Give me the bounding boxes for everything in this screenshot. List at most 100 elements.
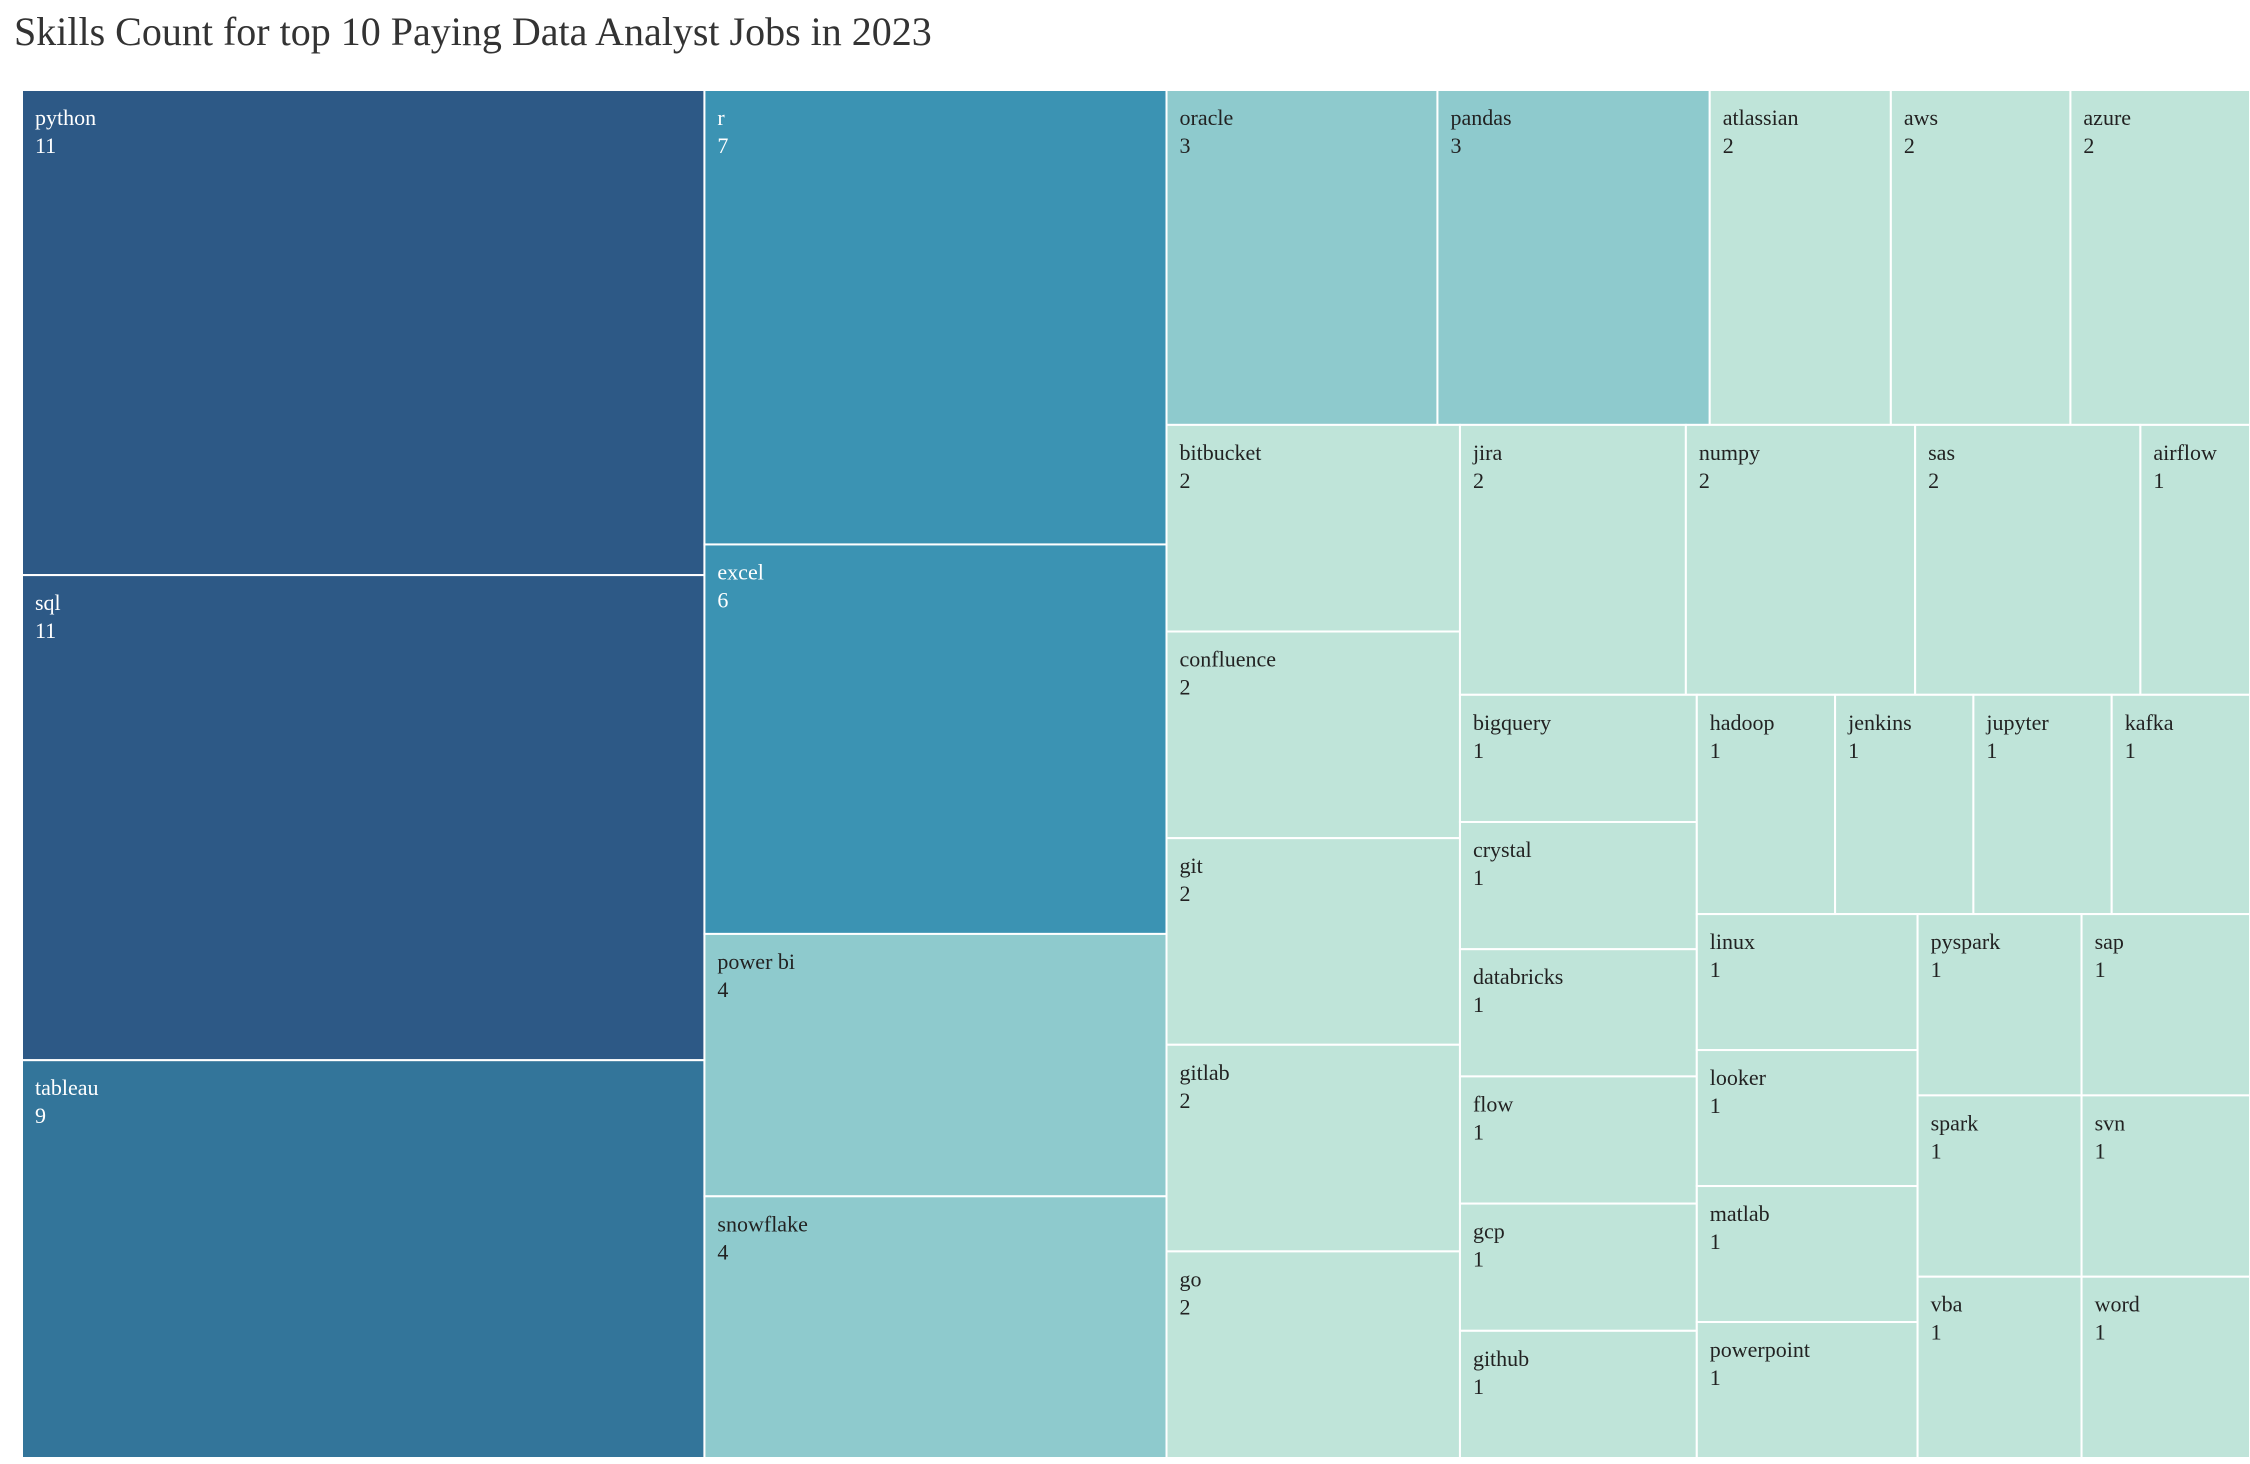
tile-rect-jenkins[interactable] [1834,693,1975,916]
tile-label-atlassian: atlassian [1723,105,1799,130]
tile-gitlab[interactable]: gitlab 2 [1165,1043,1461,1253]
tile-rect-azure[interactable] [2069,89,2250,426]
tile-jupyter[interactable]: jupyter 1 [1972,693,2113,916]
tile-atlassian[interactable]: atlassian 2 [1708,89,1892,426]
tile-excel[interactable]: excel 6 [703,543,1168,935]
tile-hadoop[interactable]: hadoop 1 [1695,693,1837,916]
tile-label-python: python [35,105,96,130]
tile-pandas[interactable]: pandas 3 [1436,89,1711,426]
tile-rect-matlab[interactable] [1695,1185,1919,1324]
tile-git[interactable]: git 2 [1165,837,1461,1046]
tile-snowflake[interactable]: snowflake 4 [703,1195,1168,1460]
tile-powerpoint[interactable]: powerpoint 1 [1695,1321,1919,1459]
tile-rect-github[interactable] [1458,1329,1698,1460]
tile-rect-flow[interactable] [1458,1075,1698,1205]
tile-rect-kafka[interactable] [2110,693,2250,916]
tile-crystal[interactable]: crystal 1 [1458,820,1698,951]
tile-rect-python[interactable] [21,89,706,577]
tile-rect-git[interactable] [1165,837,1461,1046]
tile-label-linux: linux [1710,929,1755,954]
tile-github[interactable]: github 1 [1458,1329,1698,1460]
tile-rect-pandas[interactable] [1436,89,1711,426]
tile-vba[interactable]: vba 1 [1916,1275,2083,1460]
tile-go[interactable]: go 2 [1165,1250,1461,1460]
tile-tableau[interactable]: tableau 9 [21,1059,706,1459]
tile-bigquery[interactable]: bigquery 1 [1458,693,1698,823]
tile-value-azure: 2 [2083,133,2094,158]
tile-matlab[interactable]: matlab 1 [1695,1185,1919,1324]
tile-value-gitlab: 2 [1180,1088,1191,1113]
tile-rect-gcp[interactable] [1458,1202,1698,1332]
tile-databricks[interactable]: databricks 1 [1458,948,1698,1078]
tile-rect-sql[interactable] [21,574,706,1062]
tile-rect-aws[interactable] [1889,89,2072,426]
tile-value-github: 1 [1473,1374,1484,1399]
tile-spark[interactable]: spark 1 [1916,1094,2083,1278]
tile-rect-confluence[interactable] [1165,630,1461,840]
tile-rect-jira[interactable] [1458,423,1687,696]
tile-oracle[interactable]: oracle 3 [1165,89,1439,426]
tile-rect-jupyter[interactable] [1972,693,2113,916]
tile-rect-tableau[interactable] [21,1059,706,1459]
tile-jira[interactable]: jira 2 [1458,423,1687,696]
tile-rect-word[interactable] [2080,1275,2250,1460]
tile-rect-pyspark[interactable] [1916,913,2083,1097]
tile-confluence[interactable]: confluence 2 [1165,630,1461,840]
tile-label-sql: sql [35,590,61,615]
tile-value-jupyter: 1 [1986,738,1997,763]
tile-rect-excel[interactable] [703,543,1168,935]
tile-r[interactable]: r7 [703,89,1168,546]
tile-pyspark[interactable]: pyspark 1 [1916,913,2083,1097]
tile-label-vba: vba [1931,1292,1963,1317]
tile-rect-atlassian[interactable] [1708,89,1892,426]
tile-value-bitbucket: 2 [1180,468,1191,493]
tile-value-sql: 11 [35,618,56,643]
tile-label-pandas: pandas [1450,105,1511,130]
tile-rect-numpy[interactable] [1684,423,1917,696]
tile-sap[interactable]: sap 1 [2080,913,2250,1097]
tile-rect-go[interactable] [1165,1250,1461,1460]
tile-rect-power-bi[interactable] [703,932,1168,1198]
tile-kafka[interactable]: kafka 1 [2110,693,2250,916]
tile-label-gitlab: gitlab [1180,1060,1230,1085]
tile-rect-airflow[interactable] [2139,423,2250,696]
tile-rect-spark[interactable] [1916,1094,2083,1278]
tile-aws[interactable]: aws 2 [1889,89,2072,426]
tile-label-gcp: gcp [1473,1219,1505,1244]
tile-value-pyspark: 1 [1931,957,1942,982]
tile-rect-linux[interactable] [1695,913,1919,1052]
tile-power-bi[interactable]: power bi 4 [703,932,1168,1198]
tile-rect-looker[interactable] [1695,1049,1919,1188]
tile-rect-sas[interactable] [1914,423,2142,696]
tile-flow[interactable]: flow 1 [1458,1075,1698,1205]
tile-rect-databricks[interactable] [1458,948,1698,1078]
tile-azure[interactable]: azure 2 [2069,89,2250,426]
tile-rect-r[interactable] [703,89,1168,546]
tile-rect-snowflake[interactable] [703,1195,1168,1460]
tile-linux[interactable]: linux 1 [1695,913,1919,1052]
tile-value-bigquery: 1 [1473,738,1484,763]
tile-gcp[interactable]: gcp 1 [1458,1202,1698,1332]
tile-value-aws: 2 [1904,133,1915,158]
tile-rect-bitbucket[interactable] [1165,423,1461,633]
tile-rect-sap[interactable] [2080,913,2250,1097]
tile-sas[interactable]: sas 2 [1914,423,2142,696]
tile-label-jenkins: jenkins [1847,710,1912,735]
tile-python[interactable]: python 11 [21,89,706,577]
tile-jenkins[interactable]: jenkins 1 [1834,693,1975,916]
tile-numpy[interactable]: numpy 2 [1684,423,1917,696]
tile-rect-svn[interactable] [2080,1094,2250,1278]
tile-value-databricks: 1 [1473,992,1484,1017]
tile-word[interactable]: word 1 [2080,1275,2250,1460]
tile-rect-crystal[interactable] [1458,820,1698,951]
tile-svn[interactable]: svn 1 [2080,1094,2250,1278]
tile-bitbucket[interactable]: bitbucket 2 [1165,423,1461,633]
tile-rect-powerpoint[interactable] [1695,1321,1919,1459]
tile-rect-oracle[interactable] [1165,89,1439,426]
tile-sql[interactable]: sql 11 [21,574,706,1062]
tile-looker[interactable]: looker 1 [1695,1049,1919,1188]
tile-airflow[interactable]: airflow 1 [2139,423,2250,696]
tile-value-gcp: 1 [1473,1247,1484,1272]
tile-rect-hadoop[interactable] [1695,693,1837,916]
tile-rect-vba[interactable] [1916,1275,2083,1460]
